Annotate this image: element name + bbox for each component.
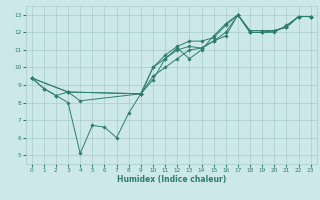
X-axis label: Humidex (Indice chaleur): Humidex (Indice chaleur) xyxy=(116,175,226,184)
